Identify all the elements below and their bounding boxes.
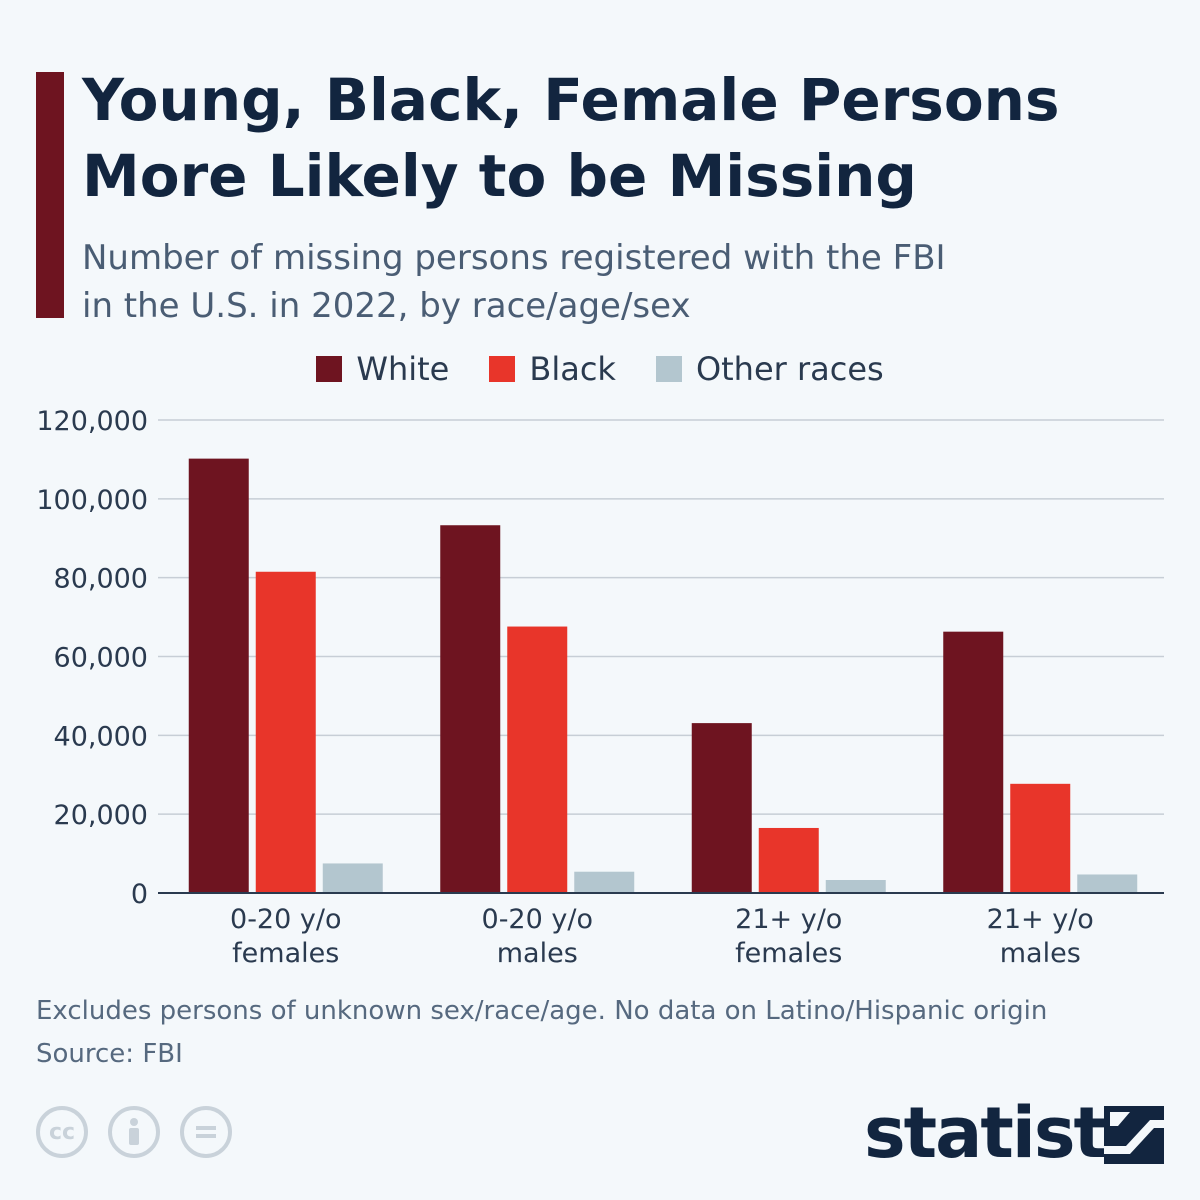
bar: [188, 458, 249, 893]
x-tick-label: females: [232, 938, 339, 969]
no-derivatives-icon[interactable]: [180, 1106, 232, 1158]
y-tick-label: 120,000: [36, 406, 148, 437]
cc-icon[interactable]: cc: [36, 1106, 88, 1158]
x-tick-label: 21+ y/o: [987, 904, 1094, 935]
y-tick-label: 80,000: [54, 564, 148, 595]
attribution-icon[interactable]: [108, 1106, 160, 1158]
bar: [255, 571, 316, 893]
y-tick-label: 0: [131, 879, 148, 910]
x-tick-label: males: [497, 938, 578, 969]
bar: [1010, 783, 1071, 893]
footnote-note: Excludes persons of unknown sex/race/age…: [36, 996, 1048, 1026]
legend-swatch-white: [316, 356, 343, 382]
legend-label-black: Black: [529, 350, 616, 388]
footnote: Excludes persons of unknown sex/race/age…: [36, 990, 1176, 1076]
legend-label-other: Other races: [695, 350, 884, 388]
bar: [943, 631, 1004, 893]
legend-item-white: White: [316, 350, 449, 388]
footnote-source: Source: FBI: [36, 1039, 183, 1069]
x-tick-label: males: [1000, 938, 1081, 969]
y-tick-label: 20,000: [54, 800, 148, 831]
chart-subtitle: Number of missing persons registered wit…: [82, 238, 946, 326]
chart-title: Young, Black, Female Persons More Likely…: [82, 66, 1060, 210]
license-icons: cc: [36, 1106, 252, 1158]
bar: [691, 723, 752, 893]
legend-swatch-other: [655, 356, 682, 382]
x-tick-label: 0-20 y/o: [230, 904, 341, 935]
legend-item-black: Black: [489, 350, 616, 388]
x-tick-label: 0-20 y/o: [482, 904, 593, 935]
legend: White Black Other races: [0, 350, 1200, 388]
bar: [507, 626, 568, 893]
x-tick-label: females: [735, 938, 842, 969]
bar: [1077, 874, 1138, 893]
y-tick-label: 100,000: [36, 485, 148, 516]
statista-logo-icon[interactable]: [1104, 1106, 1164, 1164]
bar: [758, 827, 819, 893]
title-accent-bar: [36, 72, 64, 318]
bar: [825, 879, 886, 893]
bar: [322, 863, 383, 893]
y-tick-label: 60,000: [54, 643, 148, 674]
legend-swatch-black: [489, 356, 516, 382]
y-tick-label: 40,000: [54, 721, 148, 752]
bar: [574, 871, 635, 893]
bar: [440, 525, 501, 893]
x-tick-label: 21+ y/o: [735, 904, 842, 935]
legend-label-white: White: [356, 350, 450, 388]
legend-item-other: Other races: [655, 350, 884, 388]
